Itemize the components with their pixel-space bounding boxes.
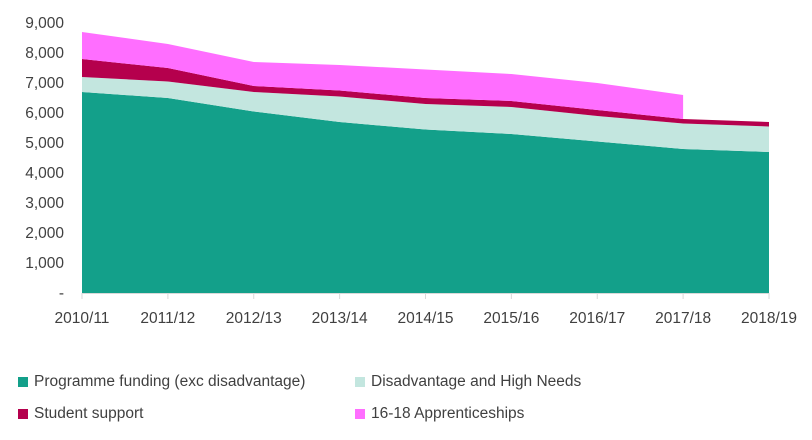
legend-swatch [18,409,28,419]
legend-item-disadvantage-high-needs: Disadvantage and High Needs [355,373,581,391]
legend-label: Student support [34,405,144,422]
area-16-18-apprenticeships [82,32,684,119]
legend-item-apprenticeships: 16-18 Apprenticeships [355,405,524,423]
y-tick-label: 3,000 [25,195,64,212]
x-tick-label: 2016/17 [569,310,625,327]
area-disadvantage-and-high-needs [82,77,769,152]
y-tick-label: 8,000 [25,45,64,62]
y-tick-label: 6,000 [25,105,64,122]
legend-item-student-support: Student support [18,405,143,423]
y-tick-label: 9,000 [25,15,64,32]
y-tick-label: 4,000 [25,165,64,182]
legend-swatch [355,409,365,419]
x-tick-label: 2012/13 [226,310,282,327]
y-tick-label: 2,000 [25,225,64,242]
x-tick-label: 2018/19 [741,310,797,327]
x-tick-label: 2017/18 [655,310,711,327]
y-tick-label: - [59,285,64,302]
legend-item-programme-funding: Programme funding (exc disadvantage) [18,373,305,391]
area-programme-funding-exc-disadvantage [82,92,769,293]
area-student-support [82,59,769,127]
y-tick-label: 7,000 [25,75,64,92]
x-tick-label: 2010/11 [55,310,110,327]
x-tick-label: 2013/14 [312,310,368,327]
legend-label: 16-18 Apprenticeships [371,405,525,422]
legend-swatch [355,377,365,387]
y-tick-label: 5,000 [25,135,64,152]
legend-swatch [18,377,28,387]
chart-plot: 2010/11 2011/12 2012/13 2013/14 2014/15 2015/… [25,15,797,327]
legend-label: Disadvantage and High Needs [371,373,582,390]
y-tick-label: 1,000 [25,255,64,272]
x-tick-label: 2014/15 [397,310,453,327]
x-tick-label: 2011/12 [140,310,195,327]
x-tick-label: 2015/16 [483,310,539,327]
legend-label: Programme funding (exc disadvantage) [34,373,306,390]
